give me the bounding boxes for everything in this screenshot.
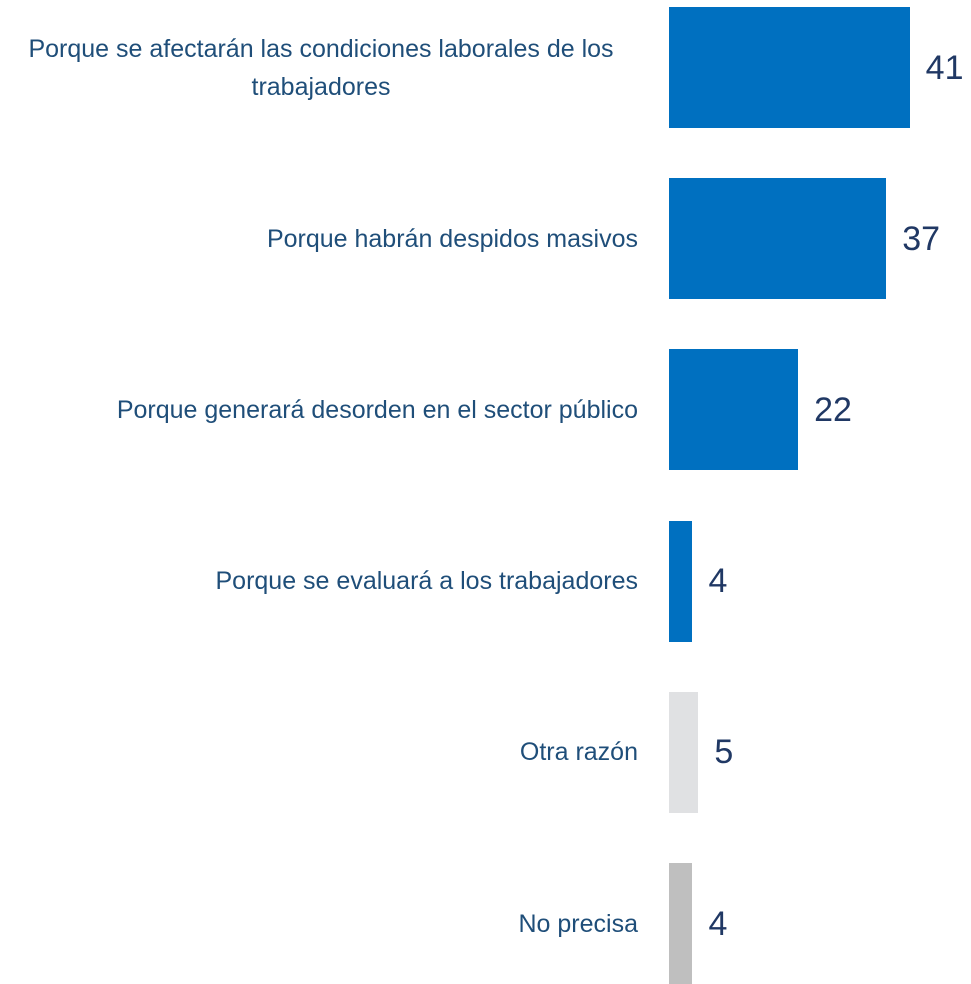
category-label: No precisa [518, 909, 639, 938]
bar [669, 863, 693, 984]
bar [669, 520, 693, 642]
bar [669, 7, 910, 128]
bar [669, 691, 699, 813]
value-label: 37 [902, 219, 941, 258]
category-label: Porque habrán despidos masivos [266, 224, 638, 253]
category-label: Porque se afectarán las condiciones labo… [28, 34, 614, 101]
value-label: 5 [714, 733, 734, 772]
value-label: 22 [814, 390, 852, 429]
bar [669, 178, 887, 300]
value-label: 4 [708, 904, 728, 943]
value-label: 4 [708, 562, 728, 601]
category-label: Porque se evaluará a los trabajadores [215, 567, 639, 596]
category-label: Otra razón [519, 738, 638, 767]
category-label: Porque generará desorden en el sector pú… [116, 395, 638, 424]
value-label: 41 [925, 48, 964, 87]
bar [669, 349, 799, 471]
